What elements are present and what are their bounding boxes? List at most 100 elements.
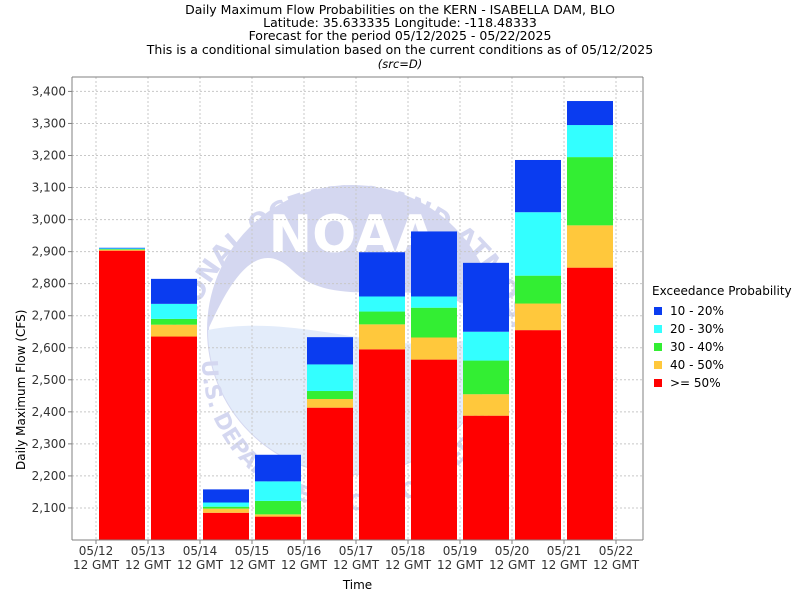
- watermark-logo-text: NOAA: [269, 205, 436, 265]
- bar-segment-p50: [359, 349, 405, 540]
- y-tick-label: 2,300: [32, 437, 66, 451]
- bar-segment-p10: [151, 278, 197, 304]
- x-tick-label-date: 05/20: [495, 544, 530, 558]
- bar-segment-p20: [411, 296, 457, 308]
- legend-label: 20 - 30%: [670, 322, 724, 336]
- legend-label: 30 - 40%: [670, 340, 724, 354]
- bar-segment-p30: [515, 275, 561, 304]
- bar-segment-p30: [463, 360, 509, 395]
- y-tick-label: 2,400: [32, 405, 66, 419]
- bar-segment-p50: [567, 267, 613, 540]
- x-tick-label-time: 12 GMT: [229, 558, 276, 572]
- chart-period: Forecast for the period 05/12/2025 - 05/…: [248, 28, 552, 43]
- x-tick-label-date: 05/22: [599, 544, 634, 558]
- legend-item-50-plus: >= 50%: [652, 374, 792, 392]
- legend-label: 10 - 20%: [670, 304, 724, 318]
- bar-segment-p20: [307, 364, 353, 392]
- y-tick-label: 2,800: [32, 277, 66, 291]
- bar-segment-p10: [307, 337, 353, 365]
- bar-segment-p20: [151, 303, 197, 319]
- legend-title: Exceedance Probability: [652, 284, 792, 298]
- bar-segment-p30: [359, 311, 405, 325]
- bar-segment-p40: [515, 303, 561, 331]
- bar-segment-p40: [411, 337, 457, 360]
- bar-segment-p50: [515, 330, 561, 540]
- bar-segment-p40: [359, 324, 405, 350]
- x-tick-label-time: 12 GMT: [489, 558, 536, 572]
- bar-segment-p30: [255, 500, 301, 515]
- bar-segment-p20: [567, 125, 613, 158]
- bar-segment-p10: [515, 159, 561, 213]
- y-tick-label: 2,900: [32, 245, 66, 259]
- legend-swatch: [654, 379, 662, 387]
- bar-segment-p30: [567, 157, 613, 226]
- x-tick-label-date: 05/15: [235, 544, 270, 558]
- y-axis-label: Daily Maximum Flow (CFS): [14, 309, 28, 470]
- bar-segment-p50: [463, 415, 509, 540]
- bar-segment-p40: [307, 399, 353, 408]
- chart-source: (src=D): [377, 57, 423, 71]
- x-tick-label-time: 12 GMT: [125, 558, 172, 572]
- x-tick-label-date: 05/18: [391, 544, 426, 558]
- x-tick-label-time: 12 GMT: [593, 558, 640, 572]
- x-tick-label-time: 12 GMT: [177, 558, 224, 572]
- bar-segment-p30: [99, 249, 145, 250]
- x-tick-label-time: 12 GMT: [541, 558, 588, 572]
- x-tick-label-date: 05/19: [443, 544, 478, 558]
- chart-condition: This is a conditional simulation based o…: [146, 42, 654, 57]
- legend-item-30-40: 30 - 40%: [652, 338, 792, 356]
- y-tick-label: 3,400: [32, 84, 66, 98]
- legend-swatch: [654, 325, 662, 333]
- y-tick-label: 3,200: [32, 149, 66, 163]
- bar-segment-p50: [151, 336, 197, 540]
- bar-segment-p20: [255, 481, 301, 501]
- x-tick-label-time: 12 GMT: [437, 558, 484, 572]
- bar-segment-p10: [359, 252, 405, 297]
- x-tick-label-date: 05/16: [287, 544, 322, 558]
- bar-segment-p10: [203, 489, 249, 503]
- legend-swatch: [654, 307, 662, 315]
- bar-segment-p40: [99, 249, 145, 251]
- bar-segment-p40: [255, 514, 301, 517]
- bar-segment-p20: [359, 296, 405, 312]
- bar-segment-p20: [99, 248, 145, 250]
- bar-segment-p10: [567, 101, 613, 126]
- y-tick-label: 2,100: [32, 501, 66, 515]
- x-axis-label: Time: [342, 578, 373, 592]
- bar-segment-p50: [307, 407, 353, 540]
- bar-segment-p30: [151, 318, 197, 325]
- x-tick-label-time: 12 GMT: [73, 558, 120, 572]
- bar-segment-p50: [255, 516, 301, 540]
- x-tick-label-time: 12 GMT: [333, 558, 380, 572]
- chart-location: Latitude: 35.633335 Longitude: -118.4833…: [263, 15, 537, 30]
- y-tick-label: 2,500: [32, 373, 66, 387]
- bar-segment-p20: [515, 212, 561, 276]
- legend-swatch: [654, 361, 662, 369]
- bar-segment-p10: [463, 262, 509, 332]
- bar-segment-p30: [411, 307, 457, 338]
- legend-item-20-30: 20 - 30%: [652, 320, 792, 338]
- bar-segment-p50: [411, 359, 457, 540]
- legend: Exceedance Probability 10 - 20% 20 - 30%…: [652, 284, 792, 392]
- bar-segment-p10: [411, 231, 457, 297]
- watermark-bird-shape: [208, 186, 496, 330]
- y-tick-label: 2,700: [32, 309, 66, 323]
- legend-item-10-20: 10 - 20%: [652, 302, 792, 320]
- bar-segment-p40: [151, 324, 197, 337]
- y-tick-label: 3,000: [32, 213, 66, 227]
- x-tick-label-date: 05/21: [547, 544, 582, 558]
- x-tick-label-time: 12 GMT: [385, 558, 432, 572]
- x-tick-label-date: 05/14: [183, 544, 218, 558]
- bar-segment-p10: [99, 247, 145, 249]
- bar-segment-p40: [463, 394, 509, 416]
- bar-segment-p40: [567, 225, 613, 268]
- chart-title: Daily Maximum Flow Probabilities on the …: [185, 2, 615, 17]
- x-tick-label-date: 05/12: [79, 544, 114, 558]
- legend-swatch: [654, 343, 662, 351]
- legend-label: >= 50%: [670, 376, 721, 390]
- x-tick-label-date: 05/17: [339, 544, 374, 558]
- legend-item-40-50: 40 - 50%: [652, 356, 792, 374]
- y-tick-label: 2,200: [32, 469, 66, 483]
- y-tick-label: 3,300: [32, 116, 66, 130]
- bar-segment-p30: [307, 391, 353, 400]
